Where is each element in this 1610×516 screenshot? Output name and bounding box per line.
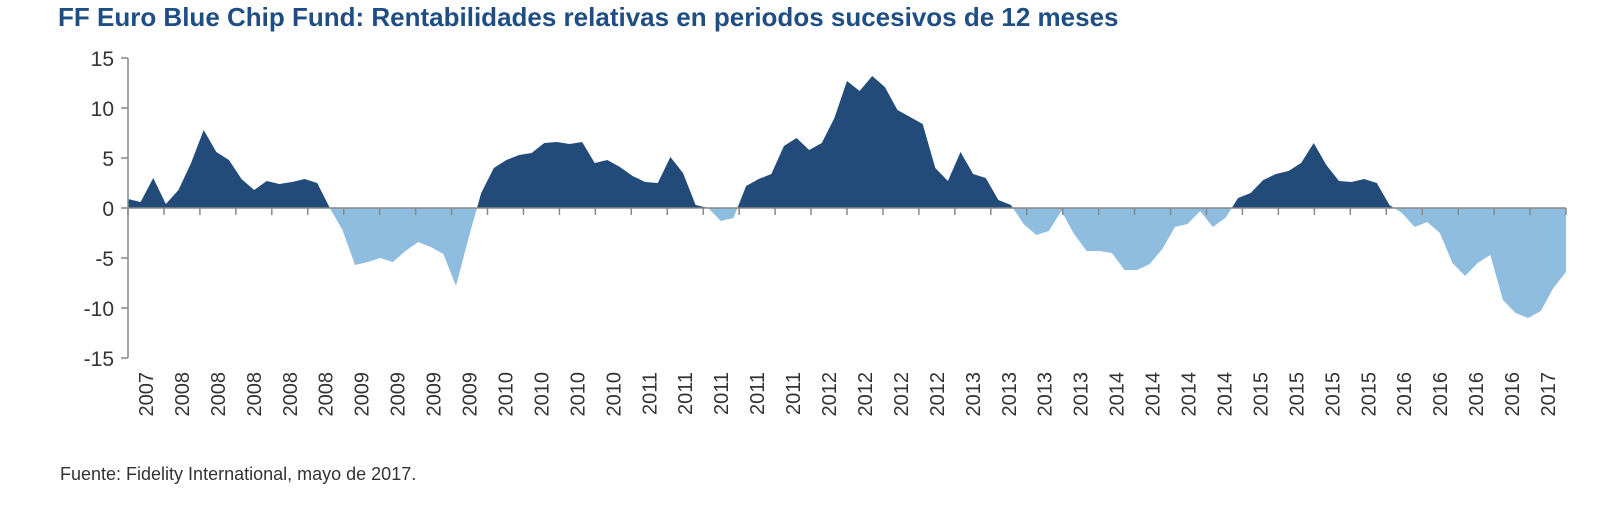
y-tick-label: 0 [102, 198, 114, 221]
y-axis-ticks: 15 10 5 0 -5 -10 -15 [84, 48, 128, 371]
x-tick-label: 2014 [1143, 372, 1165, 417]
x-tick-label: 2010 [531, 372, 553, 417]
y-tick-label: -5 [95, 248, 114, 271]
x-tick-label: 2008 [208, 372, 230, 417]
x-tick-label: 2016 [1430, 372, 1452, 417]
negative-area [128, 208, 1566, 318]
x-tick-label: 2014 [1214, 372, 1236, 417]
x-tick-label: 2013 [999, 372, 1021, 417]
chart-title: FF Euro Blue Chip Fund: Rentabilidades r… [58, 2, 1119, 32]
x-tick-label: 2009 [460, 372, 482, 417]
x-tick-label: 2011 [711, 372, 733, 415]
x-tick-label: 2008 [280, 372, 302, 417]
x-tick-label: 2013 [1035, 372, 1057, 417]
y-tick-label: -10 [84, 298, 114, 321]
x-tick-label: 2015 [1322, 372, 1344, 417]
x-tick-label: 2013 [963, 372, 985, 417]
x-tick-label: 2012 [855, 372, 877, 417]
x-tick-label: 2009 [388, 372, 410, 417]
x-tick-label: 2009 [352, 372, 374, 417]
x-tick-label: 2016 [1502, 372, 1524, 417]
x-tick-label: 2009 [424, 372, 446, 417]
x-tick-label: 2014 [1179, 372, 1201, 417]
x-tick-label: 2012 [927, 372, 949, 417]
x-tick-label: 2010 [603, 372, 625, 417]
x-tick-label: 2012 [891, 372, 913, 417]
y-tick-label: 10 [91, 98, 114, 121]
x-tick-label: 2016 [1394, 372, 1416, 417]
x-tick-label: 2015 [1286, 372, 1308, 417]
x-tick-label: 2010 [567, 372, 589, 417]
x-tick-label: 2013 [1071, 372, 1093, 417]
x-tick-label: 2007 [136, 372, 158, 417]
source-note: Fuente: Fidelity International, mayo de … [60, 464, 417, 484]
x-tick-label: 2017 [1538, 372, 1560, 417]
y-tick-label: 15 [91, 48, 114, 71]
x-tick-label: 2014 [1107, 372, 1129, 417]
x-tick-label: 2015 [1250, 372, 1272, 417]
x-tick-label: 2016 [1466, 372, 1488, 417]
x-axis-ticks: 2007 2008 2008 2008 2008 2008 2009 2009 2009 2009… [127, 208, 1567, 417]
x-tick-label: 2011 [783, 372, 805, 415]
x-tick-label: 2015 [1358, 372, 1380, 417]
x-tick-label: 2011 [675, 372, 697, 415]
x-tick-label: 2012 [819, 372, 841, 417]
x-tick-label: 2011 [747, 372, 769, 415]
x-tick-label: 2011 [639, 372, 661, 415]
x-tick-label: 2008 [244, 372, 266, 417]
area-series [128, 76, 1566, 318]
x-tick-label: 2008 [316, 372, 338, 417]
y-tick-label: -15 [84, 348, 114, 371]
y-tick-label: 5 [102, 148, 114, 171]
x-tick-label: 2010 [495, 372, 517, 417]
positive-area [128, 76, 1566, 208]
x-tick-label: 2008 [172, 372, 194, 417]
